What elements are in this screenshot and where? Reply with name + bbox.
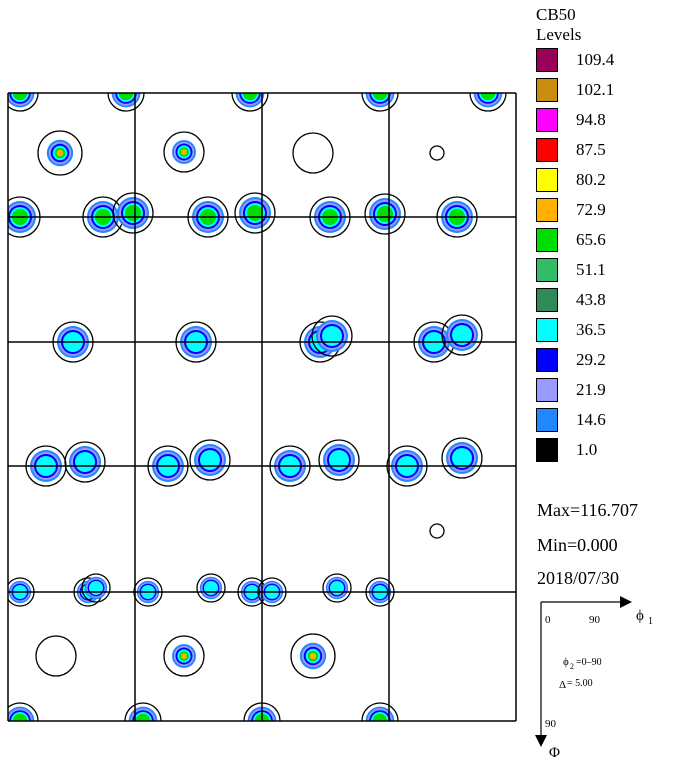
intensity-band bbox=[200, 450, 220, 470]
outer-contour bbox=[8, 702, 39, 721]
key-x-symbol: ϕ bbox=[636, 608, 644, 624]
outer-contour bbox=[163, 635, 205, 677]
legend-swatch bbox=[536, 348, 558, 372]
legend-swatch bbox=[536, 378, 558, 402]
intensity-band bbox=[12, 713, 28, 721]
outer-contour bbox=[441, 314, 483, 356]
outer-contour bbox=[196, 573, 226, 603]
legend-swatch bbox=[536, 438, 558, 462]
key-x-sub: 1 bbox=[648, 616, 653, 627]
legend-level-label: 109.4 bbox=[576, 50, 615, 69]
key-y-end: 90 bbox=[545, 718, 557, 730]
intensity-band bbox=[322, 326, 342, 346]
legend-swatch bbox=[536, 138, 558, 162]
legend-swatch bbox=[536, 108, 558, 132]
section-grid-lines bbox=[7, 92, 517, 722]
legend-level-label: 80.2 bbox=[576, 170, 606, 189]
intensity-band bbox=[452, 325, 472, 345]
outer-contour bbox=[429, 145, 445, 161]
intensity-band bbox=[75, 452, 95, 472]
outer-contour bbox=[361, 93, 399, 112]
legend-swatch bbox=[536, 288, 558, 312]
intensity-band bbox=[452, 448, 472, 468]
min-value: Min=0.000 bbox=[537, 535, 618, 555]
legend-level-label: 51.1 bbox=[576, 260, 606, 279]
legend-swatch bbox=[536, 48, 558, 72]
legend-title: CB50 bbox=[536, 5, 576, 24]
key-phi2-sub: 2 bbox=[570, 662, 574, 671]
outer-contour bbox=[8, 93, 39, 112]
legend-level-label: 21.9 bbox=[576, 380, 606, 399]
outer-contour bbox=[469, 93, 507, 112]
intensity-band bbox=[309, 652, 317, 660]
legend-swatch bbox=[536, 198, 558, 222]
legend-level-label: 14.6 bbox=[576, 410, 606, 429]
legend-swatch bbox=[536, 258, 558, 282]
legend-level-label: 29.2 bbox=[576, 350, 606, 369]
legend-level-label: 36.5 bbox=[576, 320, 606, 339]
outer-contour bbox=[429, 523, 445, 539]
key-x-start: 0 bbox=[545, 614, 551, 626]
intensity-band bbox=[181, 653, 187, 659]
legend-level-label: 43.8 bbox=[576, 290, 606, 309]
outer-contour bbox=[107, 93, 145, 112]
outer-contour bbox=[35, 635, 77, 677]
intensity-band bbox=[372, 713, 388, 721]
legend-level-label: 94.8 bbox=[576, 110, 606, 129]
legend-level-label: 102.1 bbox=[576, 80, 615, 99]
date-stamp: 2018/07/30 bbox=[537, 568, 620, 588]
key-delta-symbol: Δ bbox=[559, 679, 566, 691]
legend-level-label: 87.5 bbox=[576, 140, 606, 159]
key-phi2-symbol: ϕ bbox=[563, 656, 569, 668]
legend-swatch bbox=[536, 228, 558, 252]
intensity-band bbox=[56, 149, 64, 157]
outer-contour bbox=[112, 192, 154, 234]
outer-contour bbox=[163, 131, 205, 173]
outer-contour bbox=[292, 132, 334, 174]
key-y-symbol: Φ bbox=[549, 745, 560, 760]
outer-contour bbox=[318, 439, 360, 481]
outer-contour bbox=[361, 702, 399, 721]
outer-contour bbox=[234, 192, 276, 234]
legend-swatch bbox=[536, 78, 558, 102]
max-value: Max=116.707 bbox=[537, 500, 638, 520]
key-delta-text: = 5.00 bbox=[567, 678, 593, 689]
outer-contour bbox=[322, 573, 352, 603]
intensity-band bbox=[372, 93, 388, 101]
outer-contour bbox=[37, 130, 83, 176]
legend-level-label: 72.9 bbox=[576, 200, 606, 219]
legend-subtitle: Levels bbox=[536, 25, 582, 44]
legend-swatch bbox=[536, 168, 558, 192]
intensity-band bbox=[480, 93, 496, 101]
legend-swatch bbox=[536, 318, 558, 342]
outer-contour bbox=[124, 702, 162, 721]
outer-contour bbox=[64, 441, 106, 483]
intensity-band bbox=[242, 93, 258, 101]
key-phi2-text: =0–90 bbox=[576, 657, 602, 668]
legend-level-label: 1.0 bbox=[576, 440, 598, 459]
key-x-end: 90 bbox=[589, 614, 601, 626]
intensity-band bbox=[118, 93, 134, 101]
legend-level-label: 65.6 bbox=[576, 230, 606, 249]
outer-contour bbox=[189, 439, 231, 481]
outer-contour bbox=[290, 633, 336, 679]
intensity-band bbox=[12, 93, 28, 101]
outer-contour bbox=[364, 193, 406, 235]
intensity-band bbox=[181, 149, 187, 155]
intensity-band bbox=[135, 713, 151, 721]
intensity-band bbox=[329, 450, 349, 470]
outer-contour bbox=[441, 437, 483, 479]
legend-swatch bbox=[536, 408, 558, 432]
outer-contour bbox=[311, 315, 353, 357]
outer-contour bbox=[231, 93, 269, 112]
outer-contour bbox=[81, 573, 111, 603]
